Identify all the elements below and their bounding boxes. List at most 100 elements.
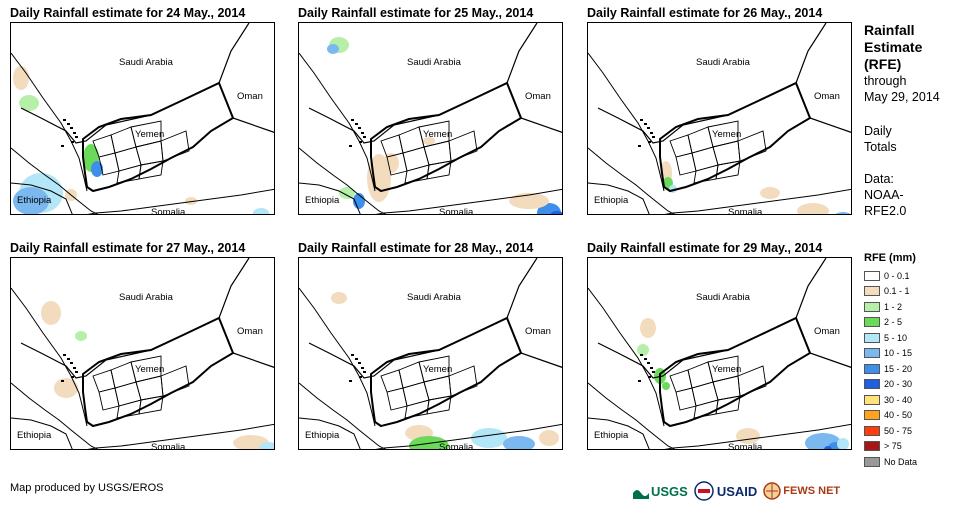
country-label-oman: Oman: [814, 326, 840, 337]
legend-item: 30 - 40: [864, 392, 964, 408]
island: [650, 132, 653, 134]
legend-label: 15 - 20: [884, 363, 913, 374]
legend-swatch: [864, 363, 880, 374]
island: [351, 119, 354, 121]
rain-area: [185, 197, 197, 205]
ethiopia-border: [11, 417, 73, 449]
island: [358, 127, 361, 129]
country-label-somalia: Somalia: [439, 442, 474, 450]
legend-label: 40 - 50: [884, 410, 913, 421]
rain-area: [253, 208, 269, 214]
sidebar-title-line: Estimate: [864, 39, 923, 55]
rain-area: [41, 301, 61, 325]
legend-item: 50 - 75: [864, 423, 964, 439]
sidebar-data-label: Data:: [864, 172, 894, 186]
yemen-outline: [370, 81, 523, 193]
country-label-saudi: Saudi Arabia: [696, 292, 751, 303]
island: [63, 354, 66, 356]
island: [63, 119, 66, 121]
legend-item: 20 - 30: [864, 377, 964, 393]
island: [75, 371, 78, 373]
rainfall-panel-29-may: Daily Rainfall estimate for 29 May., 201…: [587, 240, 852, 451]
eritrea-djibouti-coastline: [299, 147, 387, 214]
eritrea-djibouti-coastline: [588, 382, 676, 449]
island: [363, 371, 366, 373]
country-label-yemen: Yemen: [423, 129, 452, 140]
ethiopia-border: [299, 417, 361, 449]
country-label-ethiopia: Ethiopia: [17, 195, 52, 206]
ethiopia-border: [11, 182, 73, 214]
governorate-boundary: [116, 399, 142, 419]
island: [73, 367, 76, 369]
saudi-oman-border: [218, 258, 250, 319]
yemen-outline: [659, 316, 812, 428]
country-label-oman: Oman: [237, 91, 263, 102]
island: [349, 145, 352, 147]
saudi-oman-border: [506, 23, 538, 84]
saudi-oman-border: [506, 258, 538, 319]
governorate-boundary: [693, 399, 719, 419]
country-label-somalia: Somalia: [151, 442, 186, 450]
rainfall-panel-24-may: Daily Rainfall estimate for 24 May., 201…: [10, 5, 275, 216]
country-label-oman: Oman: [237, 326, 263, 337]
legend-label: 5 - 10: [884, 332, 908, 343]
fews-net-logo-text: FEWS NET: [783, 485, 841, 497]
map-svg: Saudi Arabia Oman Yemen Ethiopia Somalia: [299, 23, 562, 214]
rain-area: [637, 344, 649, 356]
legend-item: 15 - 20: [864, 361, 964, 377]
country-label-somalia: Somalia: [728, 207, 763, 215]
ethiopia-border: [588, 417, 650, 449]
somalia-coastline: [375, 423, 562, 449]
saudi-oman-border: [218, 23, 250, 84]
usgs-logo-text: USGS: [651, 483, 688, 499]
rain-area: [471, 428, 507, 448]
island: [644, 358, 647, 360]
somalia-coastline: [664, 188, 851, 214]
legend-swatch: [864, 456, 880, 467]
legend-item: 5 - 10: [864, 330, 964, 346]
yemen-outline: [659, 81, 812, 193]
eritrea-djibouti-coastline: [299, 382, 387, 449]
island: [355, 358, 358, 360]
rainfall-panel-28-may: Daily Rainfall estimate for 28 May., 201…: [298, 240, 563, 451]
yemen-outline: [82, 81, 235, 193]
country-label-somalia: Somalia: [151, 207, 186, 215]
rain-area: [54, 378, 78, 398]
map-svg: Saudi Arabia Oman Yemen Ethiopia Somalia: [588, 258, 851, 449]
usaid-logo-text: USAID: [716, 483, 758, 499]
island: [652, 371, 655, 373]
island: [647, 127, 650, 129]
sidebar-title-line: (RFE): [864, 56, 902, 72]
sidebar-data-source: NOAA-: [864, 188, 904, 202]
governorate-boundary: [130, 120, 162, 148]
governorate-boundary: [418, 355, 450, 383]
panel-title: Daily Rainfall estimate for 26 May., 201…: [587, 6, 823, 20]
sidebar-data-source: RFE2.0: [864, 204, 907, 218]
island: [363, 136, 366, 138]
governorate-boundary: [737, 130, 767, 162]
somalia-coastline: [375, 188, 562, 214]
island: [638, 380, 641, 382]
country-label-oman: Oman: [525, 326, 551, 337]
rfe-legend: RFE (mm) 0 - 0.1 0.1 - 1 1 - 2 2 - 5 5 - 10 1…: [864, 252, 964, 470]
legend-swatch: [864, 425, 880, 436]
sidebar-date: May 29, 2014: [864, 90, 940, 104]
island: [640, 119, 643, 121]
legend-swatch: [864, 332, 880, 343]
legend-item: 1 - 2: [864, 299, 964, 315]
usgs-wave-icon: [633, 490, 649, 499]
saudi-oman-border: [795, 258, 827, 319]
country-label-ethiopia: Ethiopia: [594, 430, 629, 441]
governorate-boundary: [418, 120, 450, 148]
somalia-coastline: [87, 423, 274, 449]
island: [647, 362, 650, 364]
legend-item: 10 - 15: [864, 346, 964, 362]
ethiopia-border: [299, 182, 361, 214]
country-label-yemen: Yemen: [423, 364, 452, 375]
island: [361, 367, 364, 369]
island: [359, 376, 362, 378]
rain-area: [550, 211, 562, 214]
legend-item: 2 - 5: [864, 315, 964, 331]
rain-area: [640, 318, 656, 338]
rainfall-map: Saudi Arabia Oman Yemen Ethiopia Somalia: [10, 22, 275, 215]
